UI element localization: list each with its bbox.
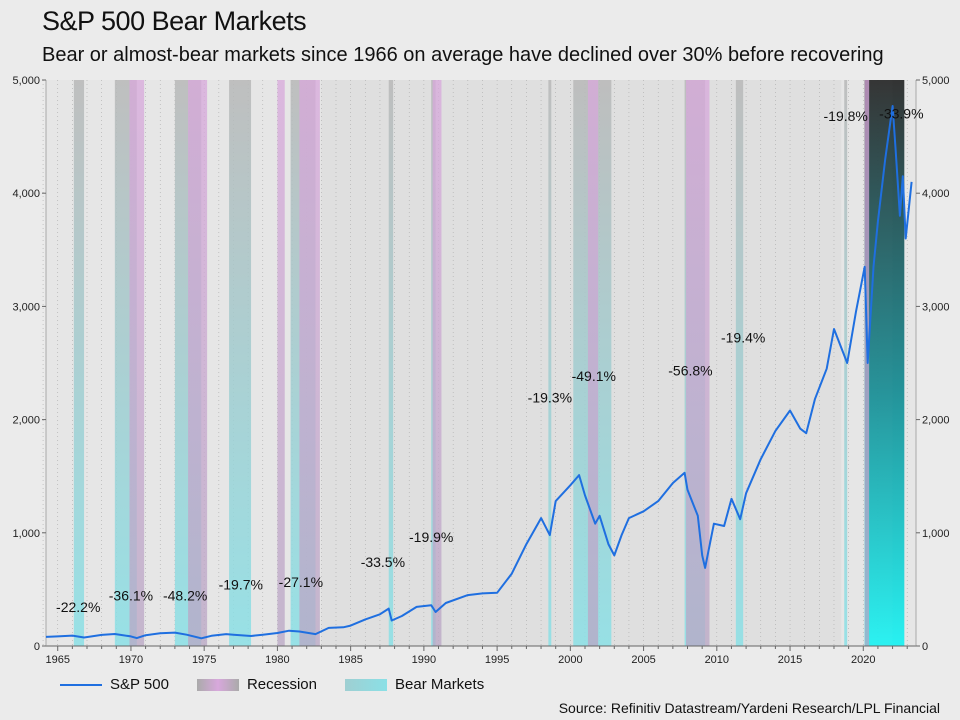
y-tick-label: 5,000 (12, 75, 40, 87)
x-tick-label: 2020 (851, 654, 875, 666)
bear-market-band (388, 80, 394, 646)
y-tick-label-right: 3,000 (922, 301, 950, 313)
legend: S&P 500 Recession Bear Markets (60, 676, 512, 693)
x-tick-label: 2000 (558, 654, 582, 666)
recession-band (188, 80, 208, 646)
annotation-label: -56.8% (668, 362, 712, 378)
legend-label-recession: Recession (246, 676, 317, 693)
legend-item-bear: Bear Markets (345, 676, 484, 693)
x-tick-label: 1980 (265, 654, 289, 666)
annotation-label: -33.9% (879, 105, 923, 121)
x-tick-label: 1965 (45, 654, 69, 666)
legend-item-sp500: S&P 500 (60, 676, 169, 693)
legend-label-sp500: S&P 500 (110, 676, 169, 693)
annotation-label: -19.8% (824, 108, 868, 124)
x-tick-label: 2015 (778, 654, 802, 666)
x-tick-label: 1995 (485, 654, 509, 666)
bear-market-band (73, 80, 85, 646)
annotation-label: -27.1% (279, 574, 323, 590)
recession-band (686, 80, 710, 646)
y-tick-label-right: 0 (922, 641, 928, 653)
x-tick-label: 1990 (412, 654, 436, 666)
x-tick-label: 2010 (705, 654, 729, 666)
y-tick-label-right: 4,000 (922, 188, 950, 200)
recession-band (277, 80, 285, 646)
bear-market-band (735, 80, 744, 646)
y-tick-label-right: 1,000 (922, 528, 950, 540)
annotation-label: -19.3% (528, 390, 572, 406)
annotation-label: -33.5% (361, 554, 405, 570)
chart-svg: 0 0 1,000 1,000 2,000 2,000 3,000 3,000 4,000 4,0… (12, 75, 950, 666)
legend-recession-swatch (196, 678, 239, 691)
x-tick-label: 1970 (119, 654, 143, 666)
legend-label-bear: Bear Markets (395, 676, 485, 693)
legend-bear-swatch (345, 678, 387, 691)
recession-band (587, 80, 599, 646)
y-tick-label: 0 (34, 641, 40, 653)
series-line-sp500 (45, 105, 913, 640)
chart-subtitle: Bear or almost-bear markets since 1966 o… (42, 44, 884, 66)
y-tick-label-right: 2,000 (922, 415, 950, 427)
chart-title: S&P 500 Bear Markets (42, 6, 307, 36)
recession-band (299, 80, 320, 646)
y-tick-label: 4,000 (12, 188, 40, 200)
annotation-label: -22.2% (56, 599, 100, 615)
y-tick-label-right: 5,000 (922, 75, 950, 87)
legend-item-recession: Recession (196, 676, 317, 693)
recession-band (129, 80, 145, 646)
bear-market-band (548, 80, 552, 646)
y-tick-label: 3,000 (12, 301, 40, 313)
bear-market-band (844, 80, 848, 646)
legend-line-swatch (60, 683, 102, 686)
annotation-label: -19.9% (409, 529, 453, 545)
annotation-label: -19.4% (721, 330, 765, 346)
annotation-label: -49.1% (572, 368, 616, 384)
bear-market-band (229, 80, 252, 646)
annotation-label: -48.2% (163, 588, 207, 604)
x-tick-label: 2005 (631, 654, 655, 666)
annotation-label: -36.1% (109, 588, 153, 604)
y-tick-label: 1,000 (12, 528, 40, 540)
source-note: Source: Refinitiv Datastream/Yardeni Res… (558, 700, 940, 716)
x-tick-label: 1975 (192, 654, 216, 666)
annotation-label: -19.7% (219, 576, 263, 592)
recession-band (432, 80, 442, 646)
x-tick-label: 1985 (338, 654, 362, 666)
y-tick-label: 2,000 (12, 415, 40, 427)
